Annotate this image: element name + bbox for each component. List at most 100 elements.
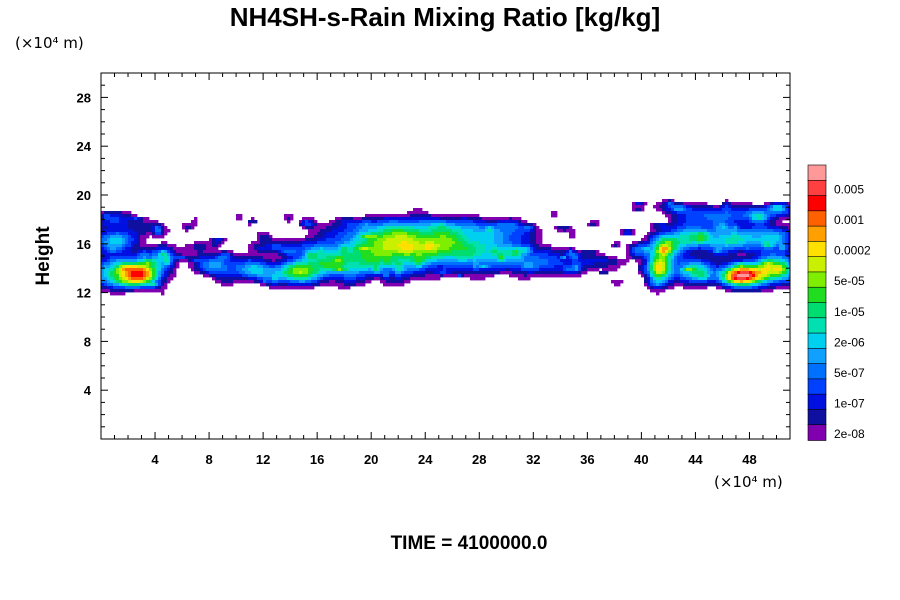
contour-cell [464, 265, 468, 269]
contour-cell [707, 247, 711, 251]
contour-cell [353, 271, 357, 275]
contour-cell [311, 253, 315, 257]
contour-cell [770, 208, 774, 212]
contour-cell [701, 226, 705, 230]
contour-cell [725, 220, 729, 224]
contour-cell [248, 250, 252, 254]
contour-cell [503, 223, 507, 227]
contour-cell [194, 223, 198, 227]
contour-cell [269, 277, 273, 281]
contour-cell [425, 262, 429, 266]
contour-cell [311, 259, 315, 263]
contour-cell [485, 229, 489, 233]
contour-cell [140, 253, 144, 257]
contour-cell [497, 241, 501, 245]
contour-cell [125, 235, 129, 239]
contour-cell [209, 244, 213, 248]
contour-cell [341, 223, 345, 227]
contour-cell [125, 241, 129, 245]
contour-cell [779, 232, 783, 236]
contour-cell [290, 259, 294, 263]
contour-cell [521, 271, 525, 275]
colorbar-swatch [807, 363, 827, 380]
contour-cell [101, 277, 105, 281]
contour-cell [512, 256, 516, 260]
contour-cell [662, 235, 666, 239]
contour-cell [116, 244, 120, 248]
contour-cell [125, 256, 129, 260]
contour-cell [128, 262, 132, 266]
contour-cell [674, 223, 678, 227]
contour-cell [785, 274, 789, 278]
contour-cell [692, 205, 696, 209]
contour-cell [671, 277, 675, 281]
contour-cell [674, 208, 678, 212]
contour-cell [212, 277, 216, 281]
contour-cell [698, 217, 702, 221]
contour-cell [251, 253, 255, 257]
contour-cell [434, 259, 438, 263]
contour-cell [758, 265, 762, 269]
contour-cell [395, 271, 399, 275]
contour-cell [320, 283, 324, 287]
contour-cell [740, 223, 744, 227]
contour-cell [674, 229, 678, 233]
contour-cell [401, 253, 405, 257]
contour-cell [743, 214, 747, 218]
contour-cell [350, 229, 354, 233]
contour-cell [437, 232, 441, 236]
contour-cell [455, 235, 459, 239]
contour-cell [413, 253, 417, 257]
contour-cell [743, 211, 747, 215]
contour-cell [653, 238, 657, 242]
contour-cell [719, 220, 723, 224]
contour-cell [449, 271, 453, 275]
contour-cell [497, 238, 501, 242]
contour-cell [740, 238, 744, 242]
contour-cell [689, 202, 693, 206]
contour-cell [371, 214, 375, 218]
contour-cell [743, 268, 747, 272]
contour-cell [227, 262, 231, 266]
contour-cell [704, 271, 708, 275]
contour-cell [530, 235, 534, 239]
contour-cell [338, 256, 342, 260]
contour-cell [395, 220, 399, 224]
contour-cell [104, 223, 108, 227]
contour-cell [197, 262, 201, 266]
contour-cell [446, 268, 450, 272]
contour-cell [308, 232, 312, 236]
contour-cell [641, 250, 645, 254]
contour-cells [101, 199, 790, 296]
contour-cell [776, 226, 780, 230]
contour-cell [530, 250, 534, 254]
contour-cell [413, 271, 417, 275]
contour-cell [776, 235, 780, 239]
contour-cell [593, 268, 597, 272]
contour-cell [602, 265, 606, 269]
contour-cell [725, 265, 729, 269]
contour-cell [311, 229, 315, 233]
contour-cell [572, 271, 576, 275]
contour-cell [311, 217, 315, 221]
contour-cell [500, 268, 504, 272]
contour-cell [338, 259, 342, 263]
contour-cell [323, 241, 327, 245]
contour-cell [653, 247, 657, 251]
contour-cell [494, 238, 498, 242]
y-tick-label: 28 [77, 90, 91, 105]
contour-cell [638, 259, 642, 263]
contour-cell [446, 223, 450, 227]
contour-cell [452, 265, 456, 269]
contour-cell [347, 217, 351, 221]
contour-cell [746, 271, 750, 275]
contour-cell [137, 250, 141, 254]
contour-cell [740, 235, 744, 239]
contour-cell [692, 208, 696, 212]
contour-cell [287, 244, 291, 248]
contour-cell [554, 259, 558, 263]
contour-cell [674, 259, 678, 263]
contour-cell [236, 214, 240, 218]
contour-cell [779, 202, 783, 206]
contour-cell [740, 286, 744, 290]
